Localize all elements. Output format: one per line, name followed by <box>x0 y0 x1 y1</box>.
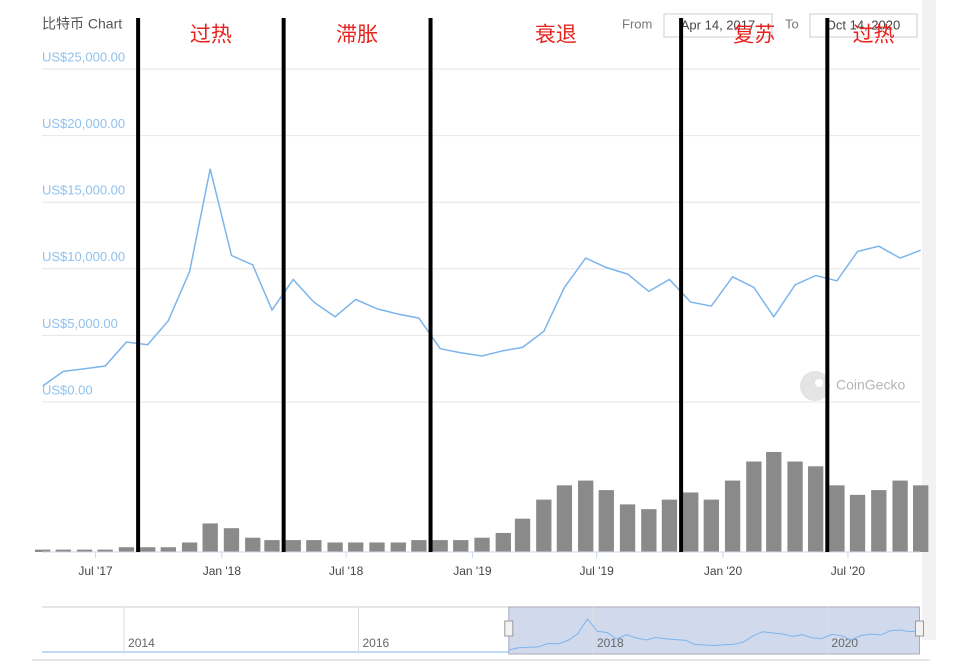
volume-bar <box>619 504 636 552</box>
to-label: To <box>785 16 799 31</box>
y-tick-label: US$10,000.00 <box>42 249 125 264</box>
phase-label: 衰退 <box>535 24 577 47</box>
volume-bar <box>578 480 594 552</box>
navigator-line <box>508 618 920 651</box>
volume-bar <box>306 540 322 552</box>
volume-bar <box>849 494 866 552</box>
to-input[interactable] <box>809 13 918 38</box>
x-tick-label: Jan '19 <box>453 564 492 578</box>
volume-bar <box>369 542 385 552</box>
volume-bar <box>829 485 845 552</box>
to-value[interactable]: Oct 14, 2020 <box>826 17 900 32</box>
volume-bar <box>787 461 803 552</box>
x-tick-label: Jan '20 <box>704 564 743 578</box>
volume-bar <box>746 461 762 552</box>
volume-bar <box>390 542 406 552</box>
volume-bar <box>348 542 364 552</box>
volume-bar <box>766 452 782 552</box>
navigator-handle[interactable] <box>915 620 925 637</box>
volume-bar <box>245 537 261 552</box>
volume-bar <box>35 549 51 552</box>
volume-bar <box>264 540 280 552</box>
from-value[interactable]: Apr 14, 2017 <box>681 17 755 32</box>
volume-bar <box>55 549 71 552</box>
watermark-logo <box>800 371 830 401</box>
x-tick-label: Jul '19 <box>580 564 615 578</box>
volume-bar <box>474 537 490 552</box>
volume-bar <box>118 547 135 552</box>
volume-bar <box>411 540 427 552</box>
volume-bar <box>913 485 929 552</box>
volume-bar <box>892 480 908 552</box>
from-input[interactable] <box>663 13 773 38</box>
volume-bar <box>807 466 824 552</box>
volume-bar <box>76 549 93 552</box>
volume-bar <box>181 542 198 552</box>
navigator-label: 2018 <box>597 636 624 650</box>
x-tick-label: Jul '20 <box>831 564 866 578</box>
volume-bar <box>285 540 301 552</box>
volume-bar <box>223 528 240 552</box>
y-tick-label: US$20,000.00 <box>42 116 125 131</box>
from-label: From <box>622 16 652 31</box>
y-tick-label: US$5,000.00 <box>42 316 118 331</box>
volume-bar <box>327 542 343 552</box>
volume-bar <box>683 492 699 552</box>
navigator-handle[interactable] <box>504 620 514 637</box>
scroll-strip <box>922 0 936 640</box>
volume-bar <box>160 547 176 552</box>
volume-bar <box>598 490 614 552</box>
x-tick-label: Jul '17 <box>78 564 113 578</box>
chart-title: 比特币 Chart <box>42 16 122 32</box>
volume-bar <box>724 480 741 552</box>
y-tick-label: US$25,000.00 <box>42 49 125 64</box>
volume-bar <box>641 509 657 552</box>
phase-label: 滞胀 <box>336 24 378 47</box>
price-line <box>42 168 921 387</box>
x-tick-label: Jul '18 <box>329 564 364 578</box>
volume-bar <box>514 518 531 552</box>
volume-bar <box>536 499 552 552</box>
volume-bar <box>97 549 113 552</box>
phase-label: 过热 <box>190 24 232 47</box>
navigator-label: 2016 <box>363 636 390 650</box>
watermark-logo-eye <box>815 379 823 387</box>
volume-bar <box>661 499 678 552</box>
x-tick-label: Jan '18 <box>203 564 242 578</box>
volume-bar <box>202 523 218 552</box>
navigator-label: 2014 <box>128 636 155 650</box>
volume-bar <box>495 532 511 552</box>
watermark: CoinGecko <box>836 377 905 393</box>
volume-bar <box>432 540 448 552</box>
navigator-selection[interactable] <box>508 606 921 655</box>
phase-label: 过热 <box>853 24 895 47</box>
volume-bar <box>556 485 573 552</box>
y-tick-label: US$0.00 <box>42 382 93 397</box>
volume-bar <box>140 547 156 552</box>
y-tick-label: US$15,000.00 <box>42 183 125 198</box>
volume-bar <box>453 540 469 552</box>
phase-label: 复苏 <box>733 24 775 47</box>
volume-bar <box>871 490 887 552</box>
volume-bar <box>703 499 719 552</box>
